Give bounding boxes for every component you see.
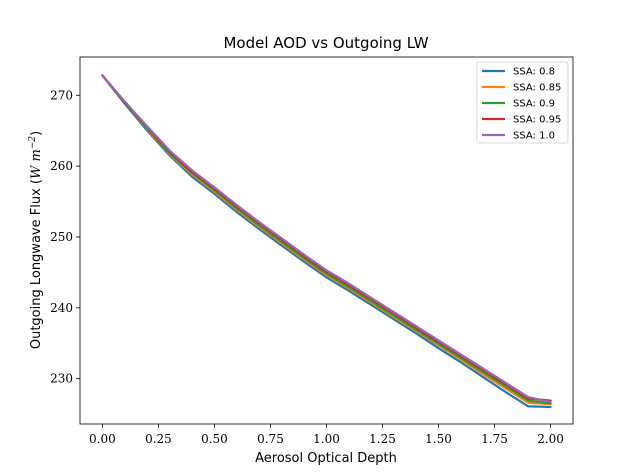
legend-label-2: SSA: 0.85 — [513, 83, 561, 94]
y-tick-label: 250 — [50, 230, 73, 244]
x-tick-label: 1.00 — [313, 432, 340, 446]
y-axis-label-text: Outgoing Longwave Flux ( — [29, 179, 44, 349]
x-axis-label: Aerosol Optical Depth — [255, 451, 397, 466]
x-tick-label: 0.25 — [145, 432, 172, 446]
x-tick-label: 1.50 — [425, 432, 452, 446]
y-axis-label-close: ) — [29, 131, 44, 136]
x-tick-label: 0.75 — [257, 432, 284, 446]
y-axis-ticks: 230 240 250 260 270 — [50, 88, 80, 386]
series-line-5 — [101, 74, 552, 404]
y-tick-label: 270 — [50, 88, 73, 102]
chart-title: Model AOD vs Outgoing LW — [223, 34, 428, 52]
y-axis-label: Outgoing Longwave Flux (W m−2) — [28, 131, 44, 349]
legend-box — [476, 61, 569, 144]
legend-label-4: SSA: 0.95 — [513, 115, 561, 126]
y-tick-label: 260 — [50, 159, 73, 173]
y-tick-label: 230 — [50, 372, 73, 386]
series-lines — [101, 74, 552, 409]
x-axis-ticks: 0.00 0.25 0.50 0.75 1.00 1.25 1.50 1.75 2.00 — [89, 424, 564, 446]
x-tick-label: 1.25 — [369, 432, 396, 446]
x-tick-label: 2.00 — [537, 432, 564, 446]
legend: SSA: 0.8 SSA: 0.85 SSA: 0.9 SSA: 0.95 SSA: 1… — [476, 61, 569, 144]
x-tick-label: 0.00 — [89, 432, 116, 446]
x-tick-label: 0.50 — [201, 432, 228, 446]
legend-items: SSA: 0.8 SSA: 0.85 SSA: 0.9 SSA: 0.95 SSA: 1… — [482, 67, 561, 142]
series-line-1 — [101, 74, 552, 409]
legend-label-5: SSA: 1.0 — [513, 131, 555, 142]
y-tick-label: 240 — [50, 301, 73, 315]
legend-label-3: SSA: 0.9 — [513, 99, 555, 110]
x-tick-label: 1.75 — [481, 432, 508, 446]
y-axis-label-unit: W m — [29, 149, 44, 179]
legend-label-1: SSA: 0.8 — [513, 67, 555, 78]
y-axis-label-exponent: −2 — [28, 136, 38, 150]
